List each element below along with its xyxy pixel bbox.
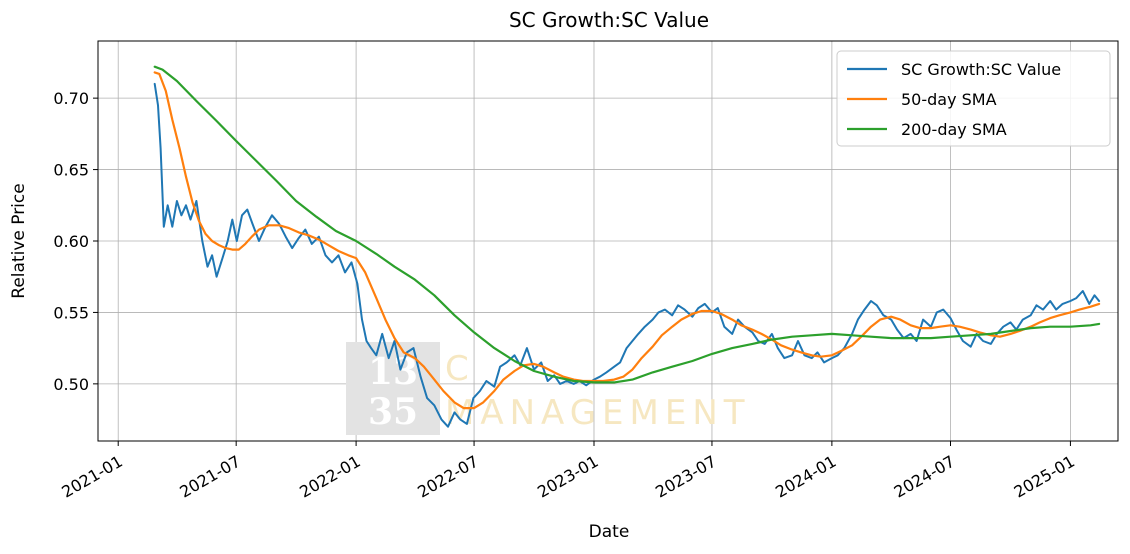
x-axis: 2021-01 2021-07 2022-01 2022-07 2023-01 2023-… bbox=[58, 441, 1078, 502]
y-tick-label: 0.55 bbox=[53, 303, 89, 322]
x-tick-label: 2024-01 bbox=[772, 452, 839, 502]
y-tick-label: 0.70 bbox=[53, 89, 89, 108]
x-tick-label: 2021-01 bbox=[58, 452, 125, 502]
x-tick-label: 2023-07 bbox=[652, 452, 719, 502]
legend: SC Growth:SC Value 50-day SMA 200-day SMA bbox=[836, 50, 1111, 147]
legend-label: SC Growth:SC Value bbox=[901, 60, 1061, 79]
x-tick-label: 2024-07 bbox=[891, 452, 958, 502]
x-axis-label: Date bbox=[589, 522, 630, 542]
series-line-3 bbox=[153, 65, 1101, 384]
legend-label: 200-day SMA bbox=[901, 120, 1007, 139]
y-tick-label: 0.65 bbox=[53, 161, 89, 180]
watermark-logo-top: 13 bbox=[368, 351, 418, 393]
watermark-text-top: C bbox=[445, 349, 475, 389]
x-tick-label: 2021-07 bbox=[176, 452, 243, 502]
legend-box bbox=[836, 50, 1111, 147]
watermark-text-bottom: MANAGEMENT bbox=[445, 393, 751, 433]
chart-title: SC Growth:SC Value bbox=[509, 8, 709, 32]
y-tick-label: 0.50 bbox=[53, 375, 89, 394]
x-tick-label: 2023-01 bbox=[534, 452, 601, 502]
y-tick-label: 0.60 bbox=[53, 232, 89, 251]
legend-label: 50-day SMA bbox=[901, 90, 997, 109]
x-tick-label: 2022-01 bbox=[296, 452, 363, 502]
watermark: 13 35 C MANAGEMENT bbox=[346, 342, 751, 435]
y-axis: 0.50 0.55 0.60 0.65 0.70 bbox=[53, 89, 98, 394]
x-tick-label: 2025-01 bbox=[1011, 452, 1078, 502]
series-lines bbox=[153, 65, 1101, 428]
y-axis-label: Relative Price bbox=[9, 183, 29, 298]
series-line-2 bbox=[153, 71, 1101, 410]
x-tick-label: 2022-07 bbox=[414, 452, 481, 502]
watermark-logo-bottom: 35 bbox=[368, 391, 418, 433]
